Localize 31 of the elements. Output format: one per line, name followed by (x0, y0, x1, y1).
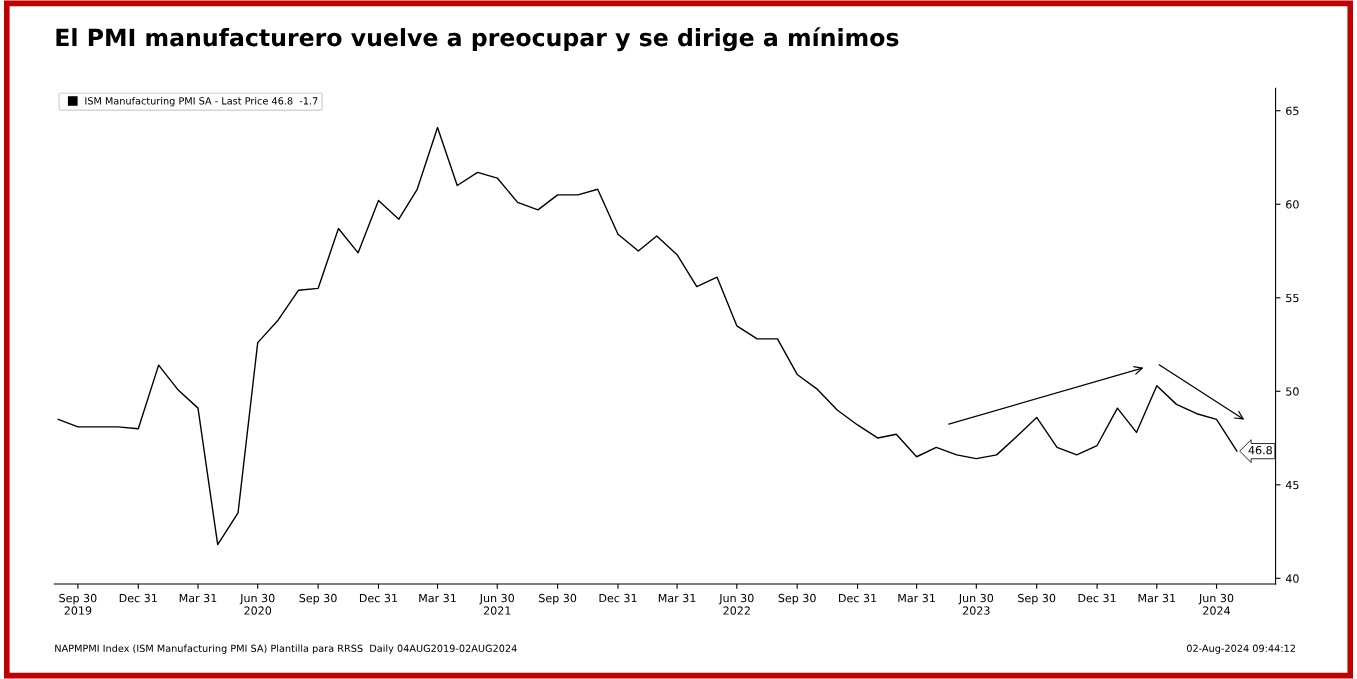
x-tick-label: Mar 31 (1138, 593, 1176, 603)
x-tick-label: Jun 30 2020 (239, 593, 275, 615)
x-tick-label: Sep 30 (778, 593, 816, 605)
x-tick-label: Mar 31 (658, 593, 696, 603)
x-tick-label: Mar 31 (419, 593, 456, 603)
y-tick-label: 65 (1286, 106, 1299, 116)
annotation: 46.8 (1248, 445, 1272, 455)
x-tick-label: Jun 30 2021 (479, 593, 515, 615)
x-tick-label: Sep 30 (539, 593, 577, 605)
x-tick-label: Dec 31 (599, 593, 637, 603)
x-tick-label: Dec 31 (1078, 593, 1116, 603)
x-tick-label: Mar 31 (898, 593, 935, 603)
x-tick-label: Jun 30 2024 (1198, 593, 1234, 615)
x-tick-label: Jun 30 2022 (718, 593, 754, 615)
text: 02-Aug-2024 09:44:12 (1186, 644, 1295, 654)
y-tick-label: 55 (1286, 293, 1299, 303)
text: NAPMPMI Index (ISM Manufacturing PMI SA) Plantilla para RRSS Daily 04AUG2019-02AUG2024 (55, 644, 517, 654)
y-tick-label: 45 (1285, 480, 1299, 490)
y-tick-label: 40 (1285, 574, 1299, 583)
x-tick-label: Sep 30 (299, 593, 337, 605)
x-tick-label: Dec 31 (119, 593, 157, 603)
x-tick-label: Dec 31 (839, 593, 877, 603)
x-tick-label: Sep 30 2019 (59, 593, 97, 615)
y-tick-label: 50 (1286, 387, 1299, 396)
x-tick-label: Jun 30 2023 (958, 593, 994, 615)
x-tick-label: Mar 31 (179, 593, 217, 603)
legend-label: ISM Manufacturing PMI SA - Last Price 46.8 -1.7 (85, 97, 318, 107)
x-tick-label: Sep 30 (1018, 593, 1056, 605)
chart-title: El PMI manufacturero vuelve a preocupar y se dirige a mínimos (56, 27, 899, 52)
x-tick-label: Dec 31 (359, 593, 398, 603)
y-tick-label: 60 (1286, 200, 1299, 209)
